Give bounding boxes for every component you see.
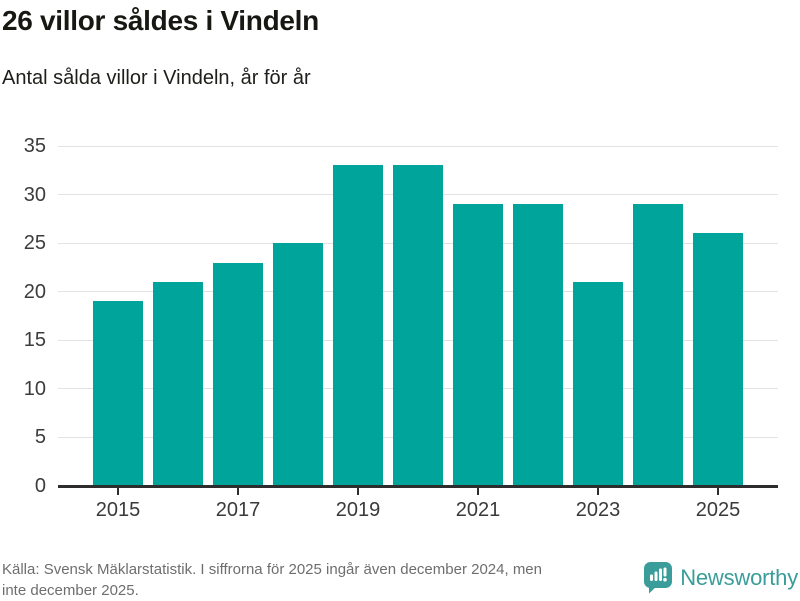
bar-2025: [693, 233, 743, 486]
newsworthy-logo-icon: [644, 562, 673, 594]
x-tick-label: 2021: [455, 499, 501, 521]
x-tick-label: 2019: [335, 499, 381, 521]
y-tick-label: 20: [23, 280, 46, 303]
y-tick-label: 30: [23, 183, 46, 206]
bar-2017: [213, 262, 263, 486]
x-tick-2015: [117, 487, 119, 495]
x-tick-2023: [597, 487, 599, 495]
bar-2023: [573, 282, 623, 486]
source-note-line1: Källa: Svensk Mäklarstatistik. I siffror…: [2, 561, 542, 578]
bar-2021: [453, 204, 503, 486]
y-tick-label: 25: [23, 232, 46, 255]
x-tick-2025: [717, 487, 719, 495]
bar-2024: [633, 204, 683, 486]
source-note-line2: inte december 2025.: [2, 582, 139, 599]
y-tick-label: 15: [23, 329, 46, 352]
gridline-35: [58, 145, 778, 147]
x-tick-label: 2015: [95, 499, 141, 521]
newsworthy-logo[interactable]: Newsworthy: [643, 561, 798, 594]
bar-2019: [333, 165, 383, 486]
chart-title: 26 villor såldes i Vindeln: [2, 5, 319, 36]
y-tick-label: 10: [23, 377, 46, 400]
bar-2020: [393, 165, 443, 486]
x-tick-label: 2023: [575, 499, 621, 521]
bar-2015: [93, 301, 143, 486]
bar-chart-plot-area: 0 5 10 15 20 25 30 35 2015 2017 2019 2021 2023 2025: [24, 135, 778, 521]
newsworthy-logo-text: Newsworthy: [680, 564, 798, 590]
y-tick-label: 5: [34, 426, 46, 449]
bar-2016: [153, 282, 203, 486]
source-note: Källa: Svensk Mäklarstatistik. I siffror…: [2, 559, 542, 601]
bar-2022: [513, 204, 563, 486]
bar-2018: [273, 243, 323, 486]
y-tick-label: 35: [23, 135, 46, 157]
x-tick-2021: [477, 487, 479, 495]
x-tick-label: 2017: [215, 499, 261, 521]
x-tick-2017: [237, 487, 239, 495]
x-axis-line: [58, 484, 778, 488]
y-tick-label: 0: [34, 475, 46, 497]
x-tick-2019: [357, 487, 359, 495]
x-tick-label: 2025: [695, 499, 741, 521]
chart-subtitle: Antal sålda villor i Vindeln, år för år: [2, 67, 311, 89]
